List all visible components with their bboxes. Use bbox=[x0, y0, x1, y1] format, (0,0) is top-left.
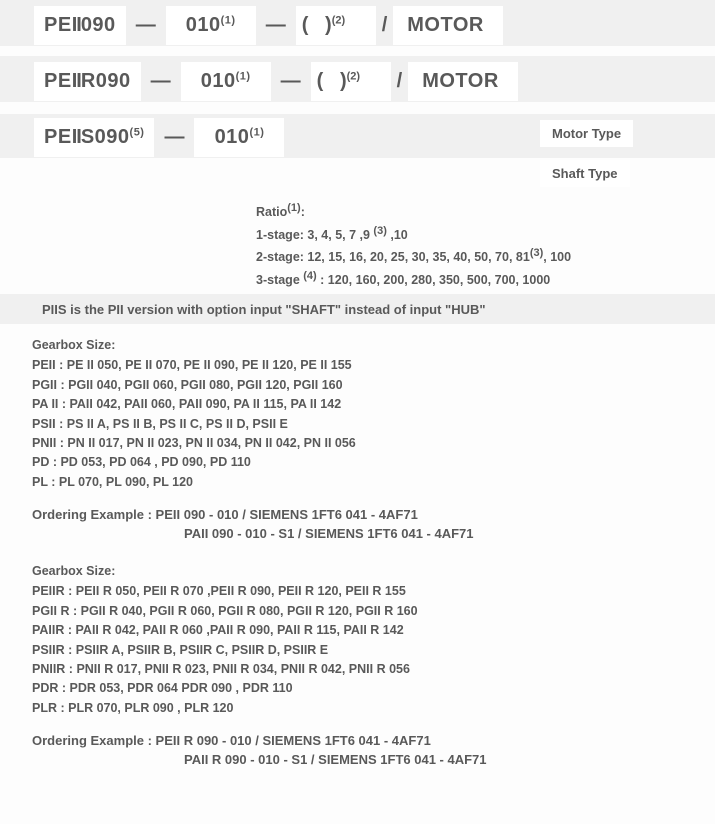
m1-mid: II bbox=[72, 70, 81, 92]
p0-s: (2) bbox=[332, 14, 345, 26]
sz1-hdr: Gearbox Size: bbox=[32, 336, 356, 355]
m2-mid: II bbox=[72, 126, 81, 148]
sz1-l5: PD : PD 053, PD 064 , PD 090, PD 110 bbox=[32, 453, 356, 472]
r0-v: 010 bbox=[186, 14, 221, 36]
ratio-title-sup: (1) bbox=[287, 202, 300, 214]
model-box-2: PEIIS090(5) bbox=[34, 118, 154, 157]
p1-o: ( bbox=[317, 70, 324, 92]
ratio-info: Ratio(1): 1-stage: 3, 4, 5, 7 ,9 (3) ,10… bbox=[256, 200, 571, 290]
sz1-l1: PGII : PGII 040, PGII 060, PGII 080, PGI… bbox=[32, 376, 356, 395]
rl2q: , 100 bbox=[543, 250, 571, 264]
slash-1: / bbox=[391, 70, 409, 93]
p0-o: ( bbox=[302, 14, 309, 36]
rl2p: 2-stage: 12, 15, 16, 20, 25, 30, 35, 40,… bbox=[256, 250, 530, 264]
part-row-1: PEIIR090 — 010(1) — ( )(2) / MOTOR bbox=[34, 62, 518, 101]
ratio-box-0: 010(1) bbox=[166, 6, 256, 45]
part-row-0: PEII090 — 010(1) — ( )(2) / MOTOR bbox=[34, 6, 503, 45]
ord1-l2: PAII 090 - 010 - S1 / SIEMENS 1FT6 041 -… bbox=[32, 525, 474, 544]
piis-note: PIIS is the PII version with option inpu… bbox=[42, 302, 486, 317]
mot0: MOTOR bbox=[407, 14, 484, 36]
motor-box-0: MOTOR bbox=[393, 6, 503, 45]
rl1s: (3) bbox=[373, 225, 386, 237]
rl3q: : 120, 160, 200, 280, 350, 500, 700, 100… bbox=[317, 273, 551, 287]
ratio-box-2: 010(1) bbox=[194, 118, 284, 157]
ord1-l1: Ordering Example : PEII 090 - 010 / SIEM… bbox=[32, 506, 474, 525]
m0-post: 090 bbox=[81, 14, 116, 36]
shaft-type-text: Shaft Type bbox=[552, 166, 618, 181]
r1-v: 010 bbox=[201, 70, 236, 92]
sizes-block-1: Gearbox Size: PEII : PE II 050, PE II 07… bbox=[32, 336, 356, 492]
sz2-l2: PAIIR : PAII R 042, PAII R 060 ,PAII R 0… bbox=[32, 621, 418, 640]
rl1q: ,10 bbox=[387, 228, 408, 242]
m0-mid: II bbox=[72, 14, 81, 36]
sz1-l2: PA II : PAII 042, PAII 060, PAII 090, PA… bbox=[32, 395, 356, 414]
p1-c: ) bbox=[340, 70, 347, 92]
sz1-l4: PNII : PN II 017, PN II 023, PN II 034, … bbox=[32, 434, 356, 453]
paren-box-1: ( )(2) bbox=[311, 62, 391, 101]
sizes-block-2: Gearbox Size: PEIIR : PEII R 050, PEII R… bbox=[32, 562, 418, 718]
sz2-l1: PGII R : PGII R 040, PGII R 060, PGII R … bbox=[32, 602, 418, 621]
slash-0: / bbox=[376, 14, 394, 37]
sz1-l3: PSII : PS II A, PS II B, PS II C, PS II … bbox=[32, 415, 356, 434]
sz2-l5: PDR : PDR 053, PDR 064 PDR 090 , PDR 110 bbox=[32, 679, 418, 698]
ratio-title-post: : bbox=[301, 205, 305, 219]
ratio-box-1: 010(1) bbox=[181, 62, 271, 101]
rl3s: (4) bbox=[303, 270, 316, 282]
rl3p: 3-stage bbox=[256, 273, 303, 287]
rl1p: 1-stage: 3, 4, 5, 7 ,9 bbox=[256, 228, 373, 242]
order-example-2: Ordering Example : PEII R 090 - 010 / SI… bbox=[32, 732, 487, 770]
shaft-type-label: Shaft Type bbox=[540, 160, 630, 187]
ratio-title-line: Ratio(1): bbox=[256, 200, 571, 223]
dash-1a: — bbox=[141, 70, 181, 93]
motor-type-text: Motor Type bbox=[552, 126, 621, 141]
motor-type-label: Motor Type bbox=[540, 120, 633, 147]
dash-1b: — bbox=[271, 70, 311, 93]
sz2-l4: PNIIR : PNII R 017, PNII R 023, PNII R 0… bbox=[32, 660, 418, 679]
ord2-l2: PAII R 090 - 010 - S1 / SIEMENS 1FT6 041… bbox=[32, 751, 487, 770]
dash-0b: — bbox=[256, 14, 296, 37]
ratio-title: Ratio bbox=[256, 205, 287, 219]
sz2-l3: PSIIR : PSIIR A, PSIIR B, PSIIR C, PSIIR… bbox=[32, 641, 418, 660]
sz2-l0: PEIIR : PEII R 050, PEII R 070 ,PEII R 0… bbox=[32, 582, 418, 601]
ratio-l2: 2-stage: 12, 15, 16, 20, 25, 30, 35, 40,… bbox=[256, 245, 571, 268]
sz1-l6: PL : PL 070, PL 090, PL 120 bbox=[32, 473, 356, 492]
r0-s: (1) bbox=[221, 14, 236, 26]
m1-post: R090 bbox=[81, 70, 131, 92]
m2-sup: (5) bbox=[130, 126, 145, 138]
dash-2a: — bbox=[154, 126, 194, 149]
ratio-l3: 3-stage (4) : 120, 160, 200, 280, 350, 5… bbox=[256, 268, 571, 291]
dash-0a: — bbox=[126, 14, 166, 37]
p0-c: ) bbox=[325, 14, 332, 36]
note-text: PIIS is the PII version with option inpu… bbox=[42, 302, 486, 317]
m0-pre: PE bbox=[44, 14, 72, 36]
sz1-l0: PEII : PE II 050, PE II 070, PE II 090, … bbox=[32, 356, 356, 375]
paren-box-0: ( )(2) bbox=[296, 6, 376, 45]
motor-box-1: MOTOR bbox=[408, 62, 518, 101]
sz2-hdr: Gearbox Size: bbox=[32, 562, 418, 581]
model-box-0: PEII090 bbox=[34, 6, 126, 45]
m2-pre: PE bbox=[44, 126, 72, 148]
rl2s: (3) bbox=[530, 247, 543, 259]
order-example-1: Ordering Example : PEII 090 - 010 / SIEM… bbox=[32, 506, 474, 544]
model-box-1: PEIIR090 bbox=[34, 62, 141, 101]
r2-v: 010 bbox=[215, 126, 250, 148]
p1-s: (2) bbox=[347, 70, 360, 82]
r2-s: (1) bbox=[249, 126, 264, 138]
ord2-l1: Ordering Example : PEII R 090 - 010 / SI… bbox=[32, 732, 487, 751]
mot1: MOTOR bbox=[422, 70, 499, 92]
m2-post: S090 bbox=[81, 126, 130, 148]
ratio-l1: 1-stage: 3, 4, 5, 7 ,9 (3) ,10 bbox=[256, 223, 571, 246]
sz2-l6: PLR : PLR 070, PLR 090 , PLR 120 bbox=[32, 699, 418, 718]
r1-s: (1) bbox=[236, 70, 251, 82]
part-row-2: PEIIS090(5) — 010(1) bbox=[34, 118, 284, 157]
m1-pre: PE bbox=[44, 70, 72, 92]
